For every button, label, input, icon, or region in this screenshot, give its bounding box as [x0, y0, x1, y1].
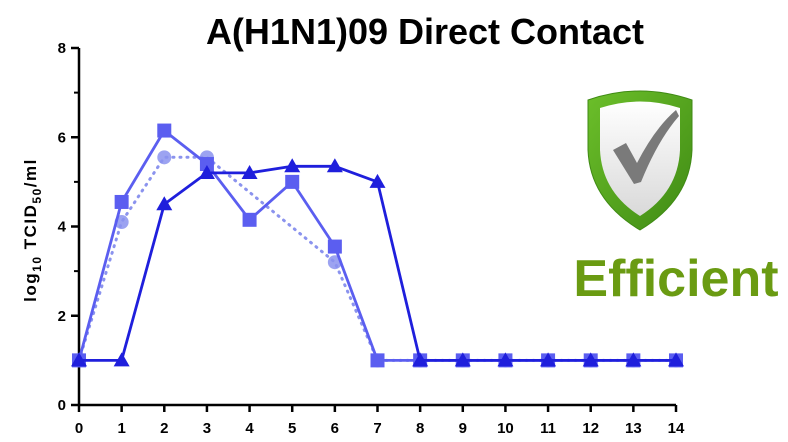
y-axis-label-part: /ml — [21, 158, 40, 187]
data-point — [157, 123, 172, 138]
data-point — [625, 352, 642, 367]
y-tick-label: 4 — [58, 219, 67, 236]
data-point — [582, 352, 599, 367]
data-point — [71, 352, 87, 367]
data-point — [497, 352, 514, 367]
data-point — [114, 194, 129, 209]
series-line — [77, 129, 676, 362]
y-tick-label: 8 — [58, 40, 66, 57]
y-axis-label-sub: 10 — [30, 255, 44, 271]
data-point — [113, 352, 130, 367]
efficient-annotation: Efficient — [573, 250, 778, 308]
chart-title: A(H1N1)09 Direct Contact — [206, 11, 644, 52]
y-axis-label-part: log — [21, 272, 40, 302]
svg-text:log10 TCID50/ml: log10 TCID50/ml — [21, 158, 44, 302]
shield-checkmark-icon — [587, 90, 693, 231]
x-tick-label: 10 — [497, 420, 514, 437]
data-point — [412, 352, 429, 367]
data-point — [157, 150, 172, 165]
y-tick-label: 6 — [58, 129, 66, 146]
series-layer — [71, 123, 684, 368]
data-point — [326, 158, 343, 173]
x-tick-label: 9 — [459, 420, 467, 437]
data-point — [369, 173, 386, 188]
data-point — [285, 174, 300, 189]
x-tick-label: 5 — [288, 420, 296, 437]
data-point — [156, 196, 173, 211]
data-point — [199, 157, 214, 172]
x-tick-label: 6 — [331, 420, 339, 437]
x-tick-label: 8 — [416, 420, 424, 437]
data-point — [198, 164, 215, 179]
x-tick-label: 1 — [117, 420, 125, 437]
data-point — [284, 158, 301, 173]
data-point — [454, 352, 471, 367]
y-tick-label: 2 — [58, 308, 66, 325]
x-tick-label: 13 — [625, 420, 642, 437]
data-point — [241, 164, 258, 179]
x-tick-label: 2 — [160, 420, 168, 437]
x-tick-label: 4 — [245, 420, 254, 437]
x-tick-label: 7 — [373, 420, 381, 437]
series-triangle — [71, 158, 684, 367]
y-tick-label: 0 — [58, 397, 66, 414]
x-tick-label: 0 — [75, 420, 83, 437]
data-point — [668, 352, 684, 367]
x-tick-label: 14 — [668, 420, 685, 437]
y-axis-label-part: TCID — [21, 204, 40, 256]
data-point — [327, 239, 342, 254]
data-point — [370, 353, 385, 368]
x-tick-label: 12 — [582, 420, 599, 437]
x-tick-label: 11 — [540, 420, 556, 437]
data-point — [242, 212, 257, 227]
y-axis-label: log10 TCID50/ml — [21, 158, 44, 302]
y-axis-label-sub: 50 — [30, 187, 44, 203]
data-point — [540, 352, 557, 367]
x-tick-label: 3 — [203, 420, 211, 437]
